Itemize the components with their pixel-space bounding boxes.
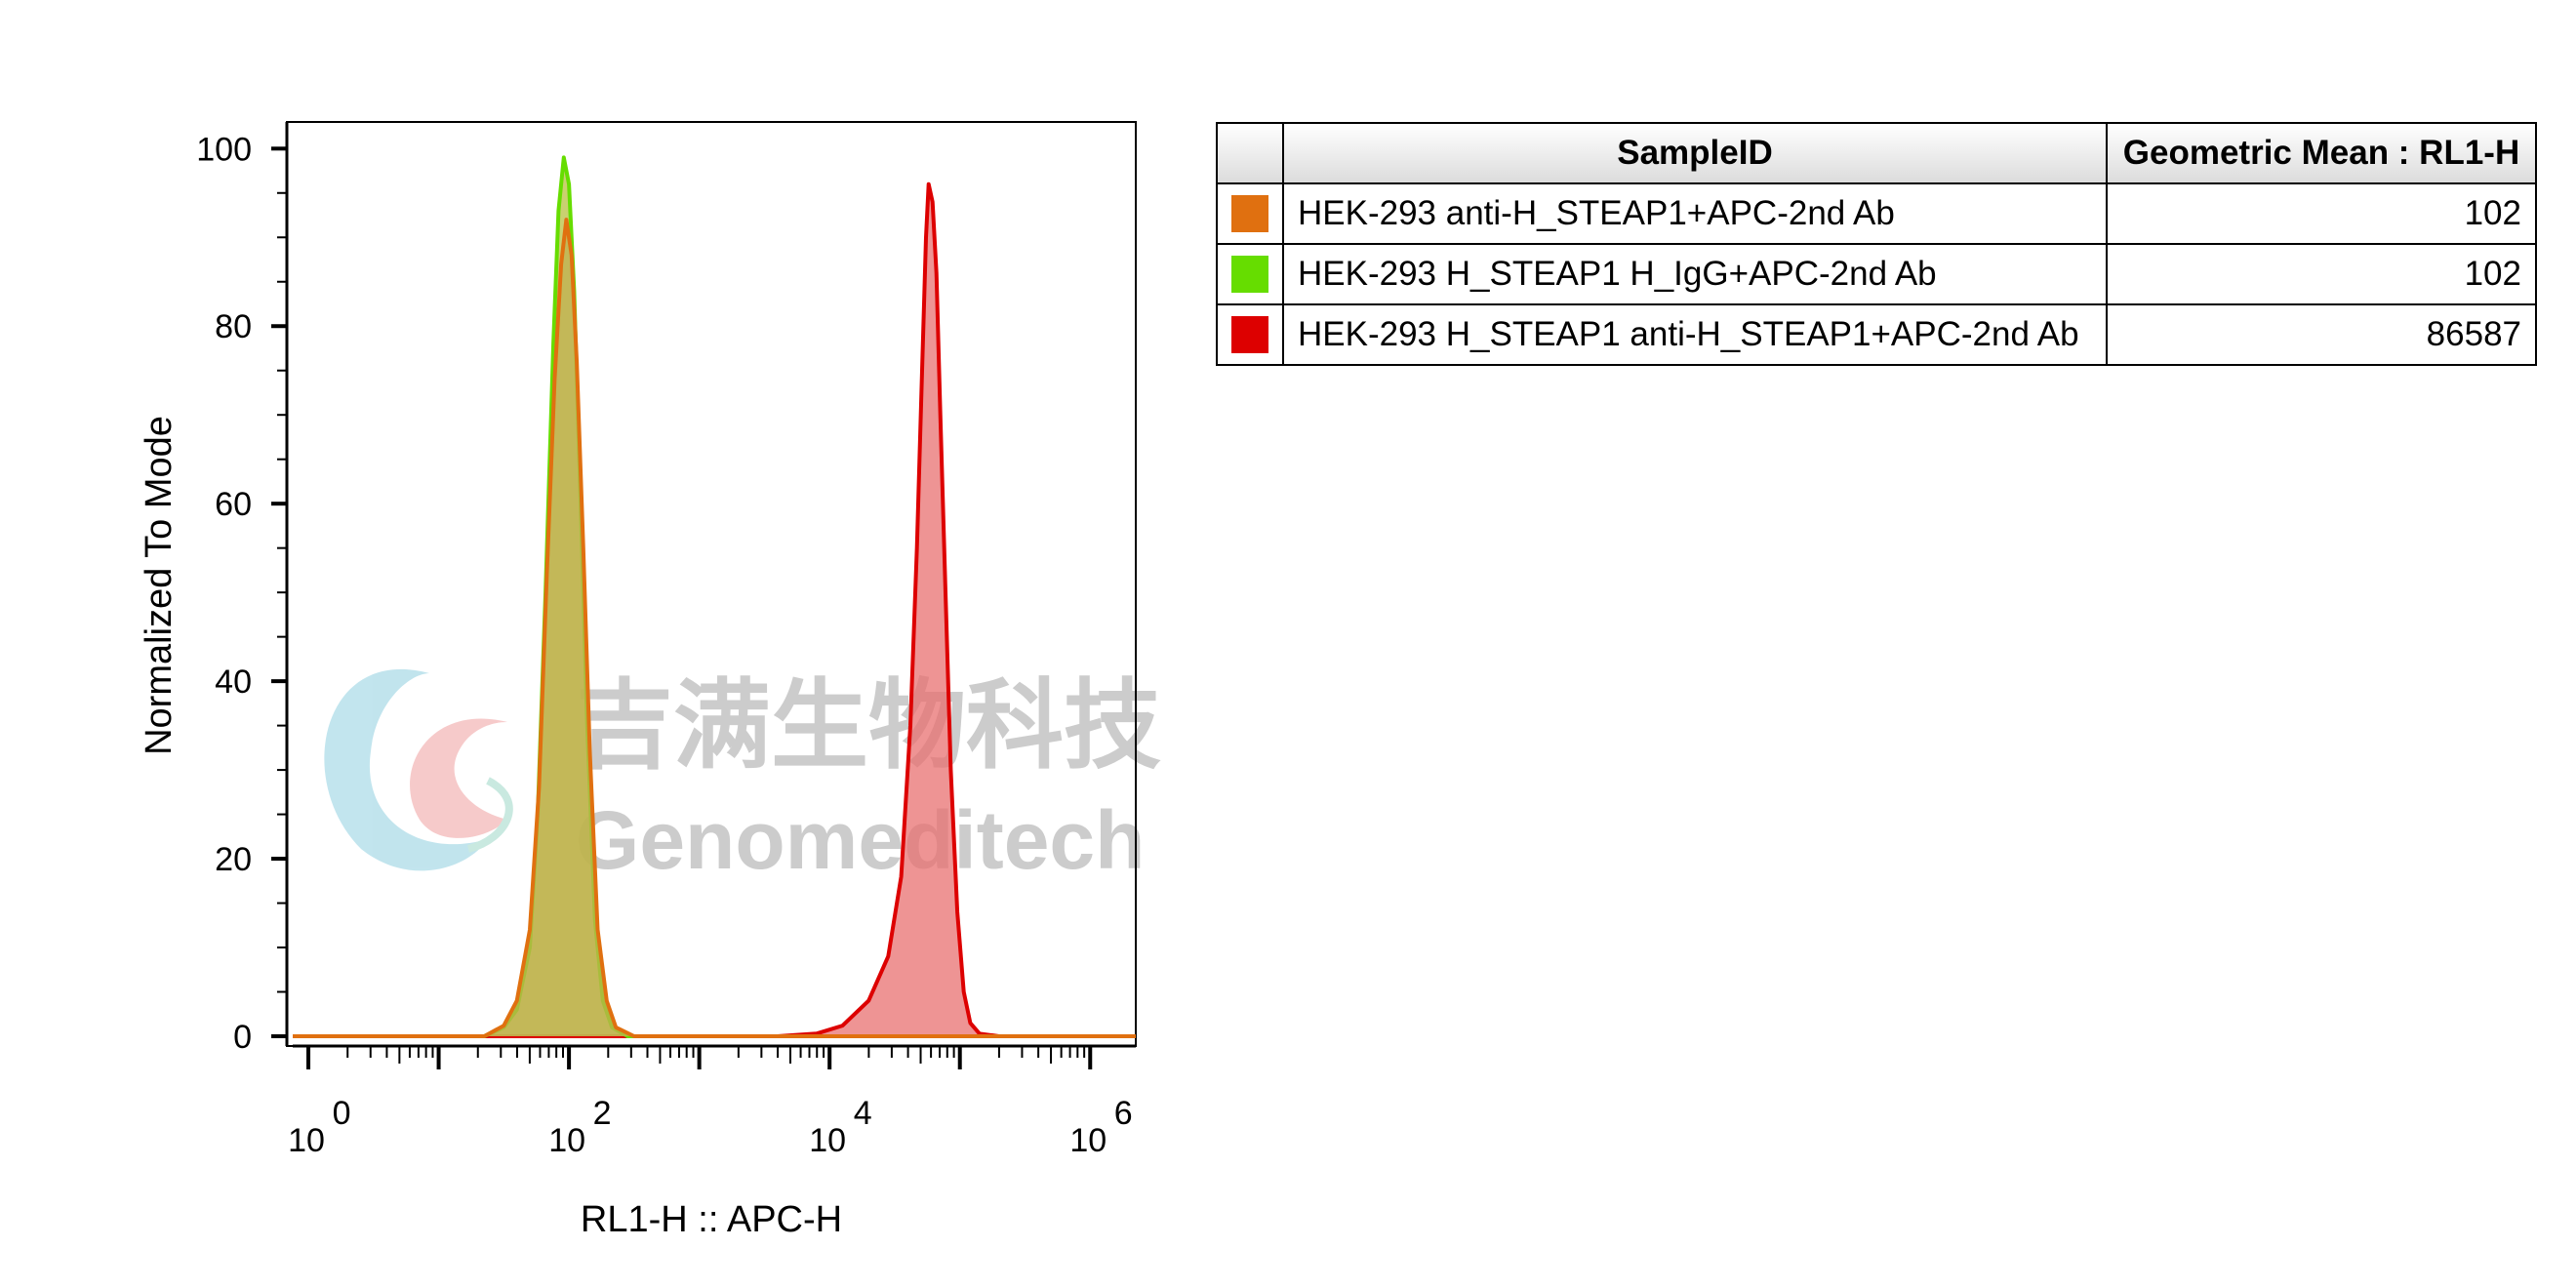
color-swatch [1231, 316, 1268, 353]
y-tick-label: 20 [215, 841, 252, 878]
color-swatch [1231, 256, 1268, 293]
header-sample-id: SampleID [1282, 122, 2108, 184]
x-tick-label: 10 [548, 1122, 585, 1159]
y-tick-label: 0 [233, 1019, 252, 1056]
y-tick-label: 60 [215, 486, 252, 523]
geometric-mean-cell: 102 [2106, 243, 2537, 305]
y-tick-label: 40 [215, 664, 252, 701]
series-line-2 [293, 218, 1136, 1038]
table-row: HEK-293 H_STEAP1 H_IgG+APC-2nd Ab 102 [1216, 243, 2537, 305]
header-geometric-mean: Geometric Mean : RL1-H [2106, 122, 2537, 184]
x-tick-label: 10 [1069, 1122, 1107, 1159]
table-row: HEK-293 anti-H_STEAP1+APC-2nd Ab 102 [1216, 182, 2537, 245]
geometric-mean-cell: 102 [2106, 182, 2537, 245]
swatch-cell [1216, 243, 1284, 305]
geometric-mean-cell: 86587 [2106, 303, 2537, 366]
watermark-line2: Genomeditech [576, 794, 1145, 886]
plot-area-frame [286, 121, 1137, 1047]
swatch-cell [1216, 303, 1284, 366]
series-fill-2 [293, 220, 1136, 1037]
series-line-1 [293, 155, 1136, 1038]
x-tick-exponent: 0 [333, 1095, 351, 1132]
sample-id-cell: HEK-293 H_STEAP1 anti-H_STEAP1+APC-2nd A… [1282, 303, 2108, 366]
series-fill-0 [293, 183, 1136, 1036]
y-axis-label: Normalized To Mode [139, 416, 180, 755]
series-layer [293, 155, 1136, 1038]
header-swatch-cell [1216, 122, 1284, 184]
watermark-logo [324, 668, 513, 871]
color-swatch [1231, 195, 1268, 232]
y-tick-label: 80 [215, 308, 252, 345]
table-row: HEK-293 H_STEAP1 anti-H_STEAP1+APC-2nd A… [1216, 303, 2537, 366]
x-tick-exponent: 2 [593, 1095, 612, 1132]
y-tick-label: 100 [196, 131, 252, 168]
x-tick-label: 10 [288, 1122, 325, 1159]
geometric-mean-table: SampleID Geometric Mean : RL1-H HEK-293 … [1216, 122, 2537, 366]
sample-id-cell: HEK-293 anti-H_STEAP1+APC-2nd Ab [1282, 182, 2108, 245]
x-tick-exponent: 4 [854, 1095, 872, 1132]
sample-id-cell: HEK-293 H_STEAP1 H_IgG+APC-2nd Ab [1282, 243, 2108, 305]
x-tick-label: 10 [809, 1122, 846, 1159]
swatch-cell [1216, 182, 1284, 245]
watermark-line1: 吉满生物科技 [576, 671, 1161, 781]
series-line-0 [293, 181, 1136, 1038]
series-fill-1 [293, 157, 1136, 1036]
x-axis-label: RL1-H :: APC-H [581, 1199, 842, 1240]
x-tick-exponent: 6 [1114, 1095, 1133, 1132]
histogram-plot: 吉满生物科技 Genomeditech 10010210410602040608… [139, 121, 1161, 1240]
table-header-row: SampleID Geometric Mean : RL1-H [1216, 122, 2537, 184]
